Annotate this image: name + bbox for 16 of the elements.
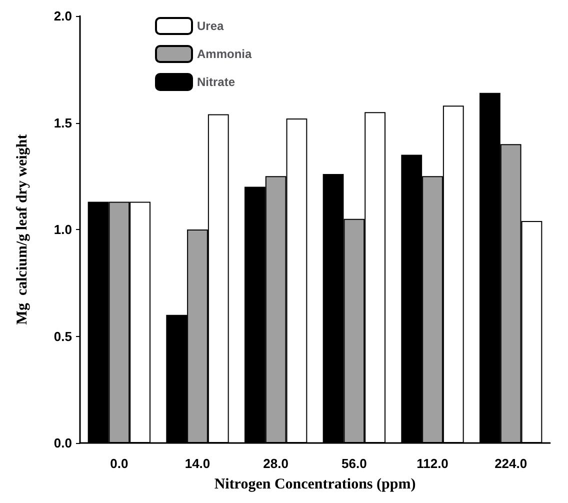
x-tick-label: 14.0 xyxy=(184,456,210,471)
legend-label: Nitrate xyxy=(197,75,236,89)
y-tick-label: 0.5 xyxy=(54,328,72,344)
x-tick-label: 28.0 xyxy=(263,456,288,471)
legend-label: Urea xyxy=(197,19,224,33)
x-tick-label: 112.0 xyxy=(416,456,448,471)
x-tick-label: 224.0 xyxy=(494,456,528,471)
y-axis-title: Mg calcium/g leaf dry weight xyxy=(14,134,30,325)
legend-label: Ammonia xyxy=(197,47,252,61)
y-tick-label: 1.0 xyxy=(54,222,72,237)
x-axis-title: Nitrogen Concentrations (ppm) xyxy=(214,476,416,492)
x-tick-label: 0.0 xyxy=(110,456,128,471)
y-tick-label: 2.0 xyxy=(54,8,72,24)
x-tick-label: 56.0 xyxy=(342,456,367,471)
y-tick-label: 0.0 xyxy=(54,436,72,450)
y-tick-label: 1.5 xyxy=(54,115,72,130)
